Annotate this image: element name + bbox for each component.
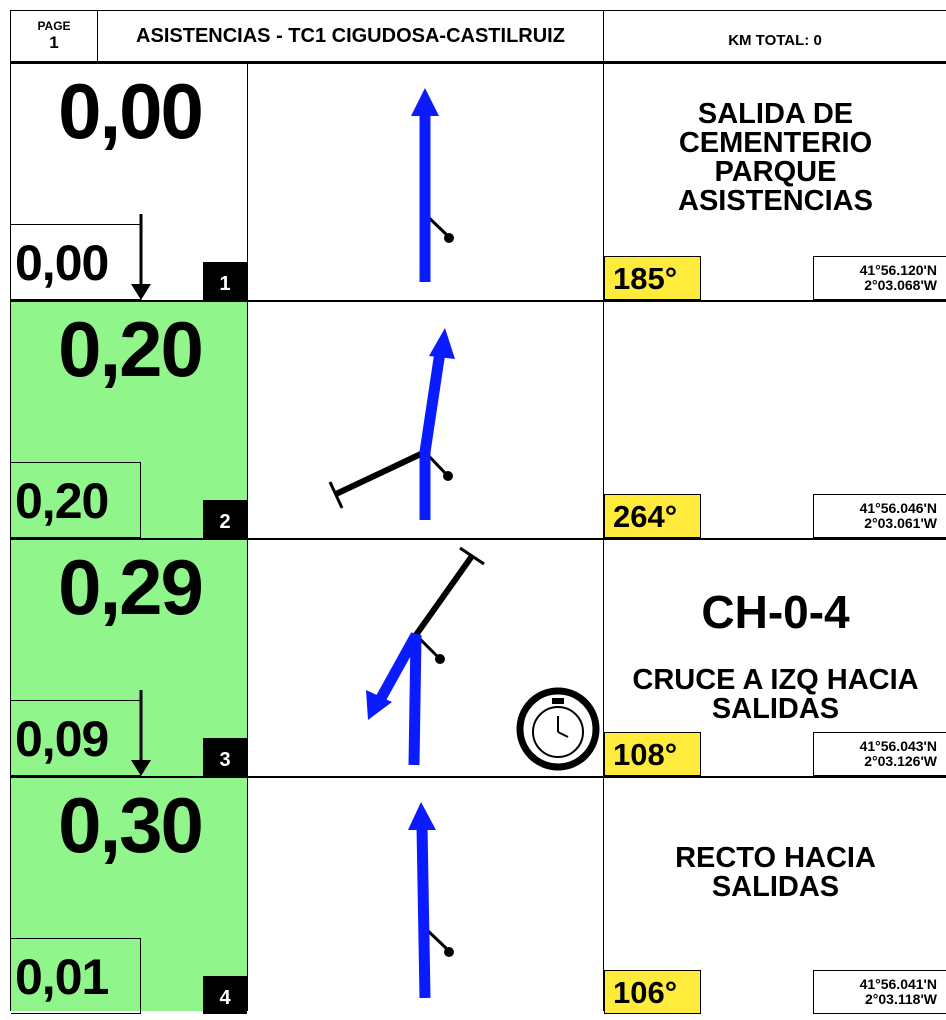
heading: 106° xyxy=(604,970,701,1014)
text-line: SALIDA DE xyxy=(697,98,854,130)
km-cell: 0,30 0,01 4 xyxy=(10,778,248,1014)
heading: 264° xyxy=(604,494,701,538)
heading: 185° xyxy=(604,256,701,300)
row-number: 4 xyxy=(203,976,247,1014)
down-arrow xyxy=(131,690,151,776)
text-line: 2°03.061'W xyxy=(864,515,937,531)
text-line: SALIDAS xyxy=(711,871,840,903)
info-cell: SALIDA DE CEMENTERIO PARQUE ASISTENCIAS 185… xyxy=(603,64,946,300)
page-label: PAGE xyxy=(37,19,71,33)
total-km: 0,00 xyxy=(58,67,204,155)
total-km: 0,20 xyxy=(58,305,204,393)
partial-km: 0,20 xyxy=(11,462,141,538)
km-total: KM TOTAL: 0 xyxy=(603,10,946,62)
partial-km: 0,09 xyxy=(11,700,141,776)
text-line: 41°56.046'N xyxy=(859,500,937,516)
row: 0,20 0,20 2 264° 41°56.046'N 2°03.061'W xyxy=(10,300,946,538)
row: 0,00 0,00 1 SALIDA DE CEMENTERIO PARQUE ASI… xyxy=(10,62,946,300)
total-km: 0,29 xyxy=(58,543,204,631)
text-line: 2°03.118'W xyxy=(865,991,937,1007)
row-number: 3 xyxy=(203,738,247,776)
title: ASISTENCIAS - TC1 CIGUDOSA-CASTILRUIZ xyxy=(97,10,604,62)
instruction: CRUCE A IZQ HACIA SALIDAS xyxy=(604,666,946,724)
text-line: ASISTENCIAS xyxy=(678,185,873,217)
instruction: SALIDA DE CEMENTERIO PARQUE ASISTENCIAS xyxy=(604,100,946,216)
text-line: CEMENTERIO xyxy=(678,127,873,159)
page-box: PAGE 1 xyxy=(10,10,98,62)
partial-km: 0,01 xyxy=(11,938,141,1014)
km-cell: 0,20 0,20 2 xyxy=(10,302,248,538)
row-number: 2 xyxy=(203,500,247,538)
text-line: 41°56.041'N xyxy=(859,976,937,992)
text-line: SALIDAS xyxy=(711,693,840,725)
text-line: PARQUE xyxy=(714,156,837,188)
info-cell: RECTO HACIA SALIDAS 106° 41°56.041'N 2°03.… xyxy=(603,778,946,1014)
text-line: 2°03.126'W xyxy=(864,753,937,769)
info-cell: 264° 41°56.046'N 2°03.061'W xyxy=(603,302,946,538)
coordinates: 41°56.046'N 2°03.061'W xyxy=(813,494,946,538)
coordinates: 41°56.041'N 2°03.118'W xyxy=(813,970,946,1014)
info-cell: CH-0-4 CRUCE A IZQ HACIA SALIDAS 108° 41°… xyxy=(603,540,946,776)
coordinates: 41°56.120'N 2°03.068'W xyxy=(813,256,946,300)
tulip xyxy=(411,88,454,282)
text-line: CRUCE A IZQ HACIA xyxy=(632,664,919,696)
tulip xyxy=(328,328,455,520)
km-cell: 0,00 0,00 1 xyxy=(10,64,248,300)
heading: 108° xyxy=(604,732,701,776)
km-cell: 0,29 0,09 3 xyxy=(10,540,248,776)
instruction: RECTO HACIA SALIDAS xyxy=(604,844,946,902)
partial-km: 0,00 xyxy=(11,224,141,300)
text-line: 41°56.120'N xyxy=(859,262,937,278)
page-number: 1 xyxy=(49,33,59,52)
margin xyxy=(0,0,10,1011)
text-line: RECTO HACIA xyxy=(675,842,876,874)
coordinates: 41°56.043'N 2°03.126'W xyxy=(813,732,946,776)
row-number: 1 xyxy=(203,262,247,300)
row: 0,29 0,09 3 CH-0-4 CRUCE A IZQ HACIA SALI… xyxy=(10,538,946,776)
text-line: 41°56.043'N xyxy=(859,738,937,754)
text-line: 2°03.068'W xyxy=(864,277,937,293)
tulip xyxy=(408,802,454,999)
down-arrow xyxy=(131,214,151,300)
tulip xyxy=(366,546,600,771)
road-name: CH-0-4 xyxy=(701,586,850,638)
row: 0,30 0,01 4 RECTO HACIA SALIDAS 106° 41°5… xyxy=(10,776,946,1014)
total-km: 0,30 xyxy=(58,781,204,869)
